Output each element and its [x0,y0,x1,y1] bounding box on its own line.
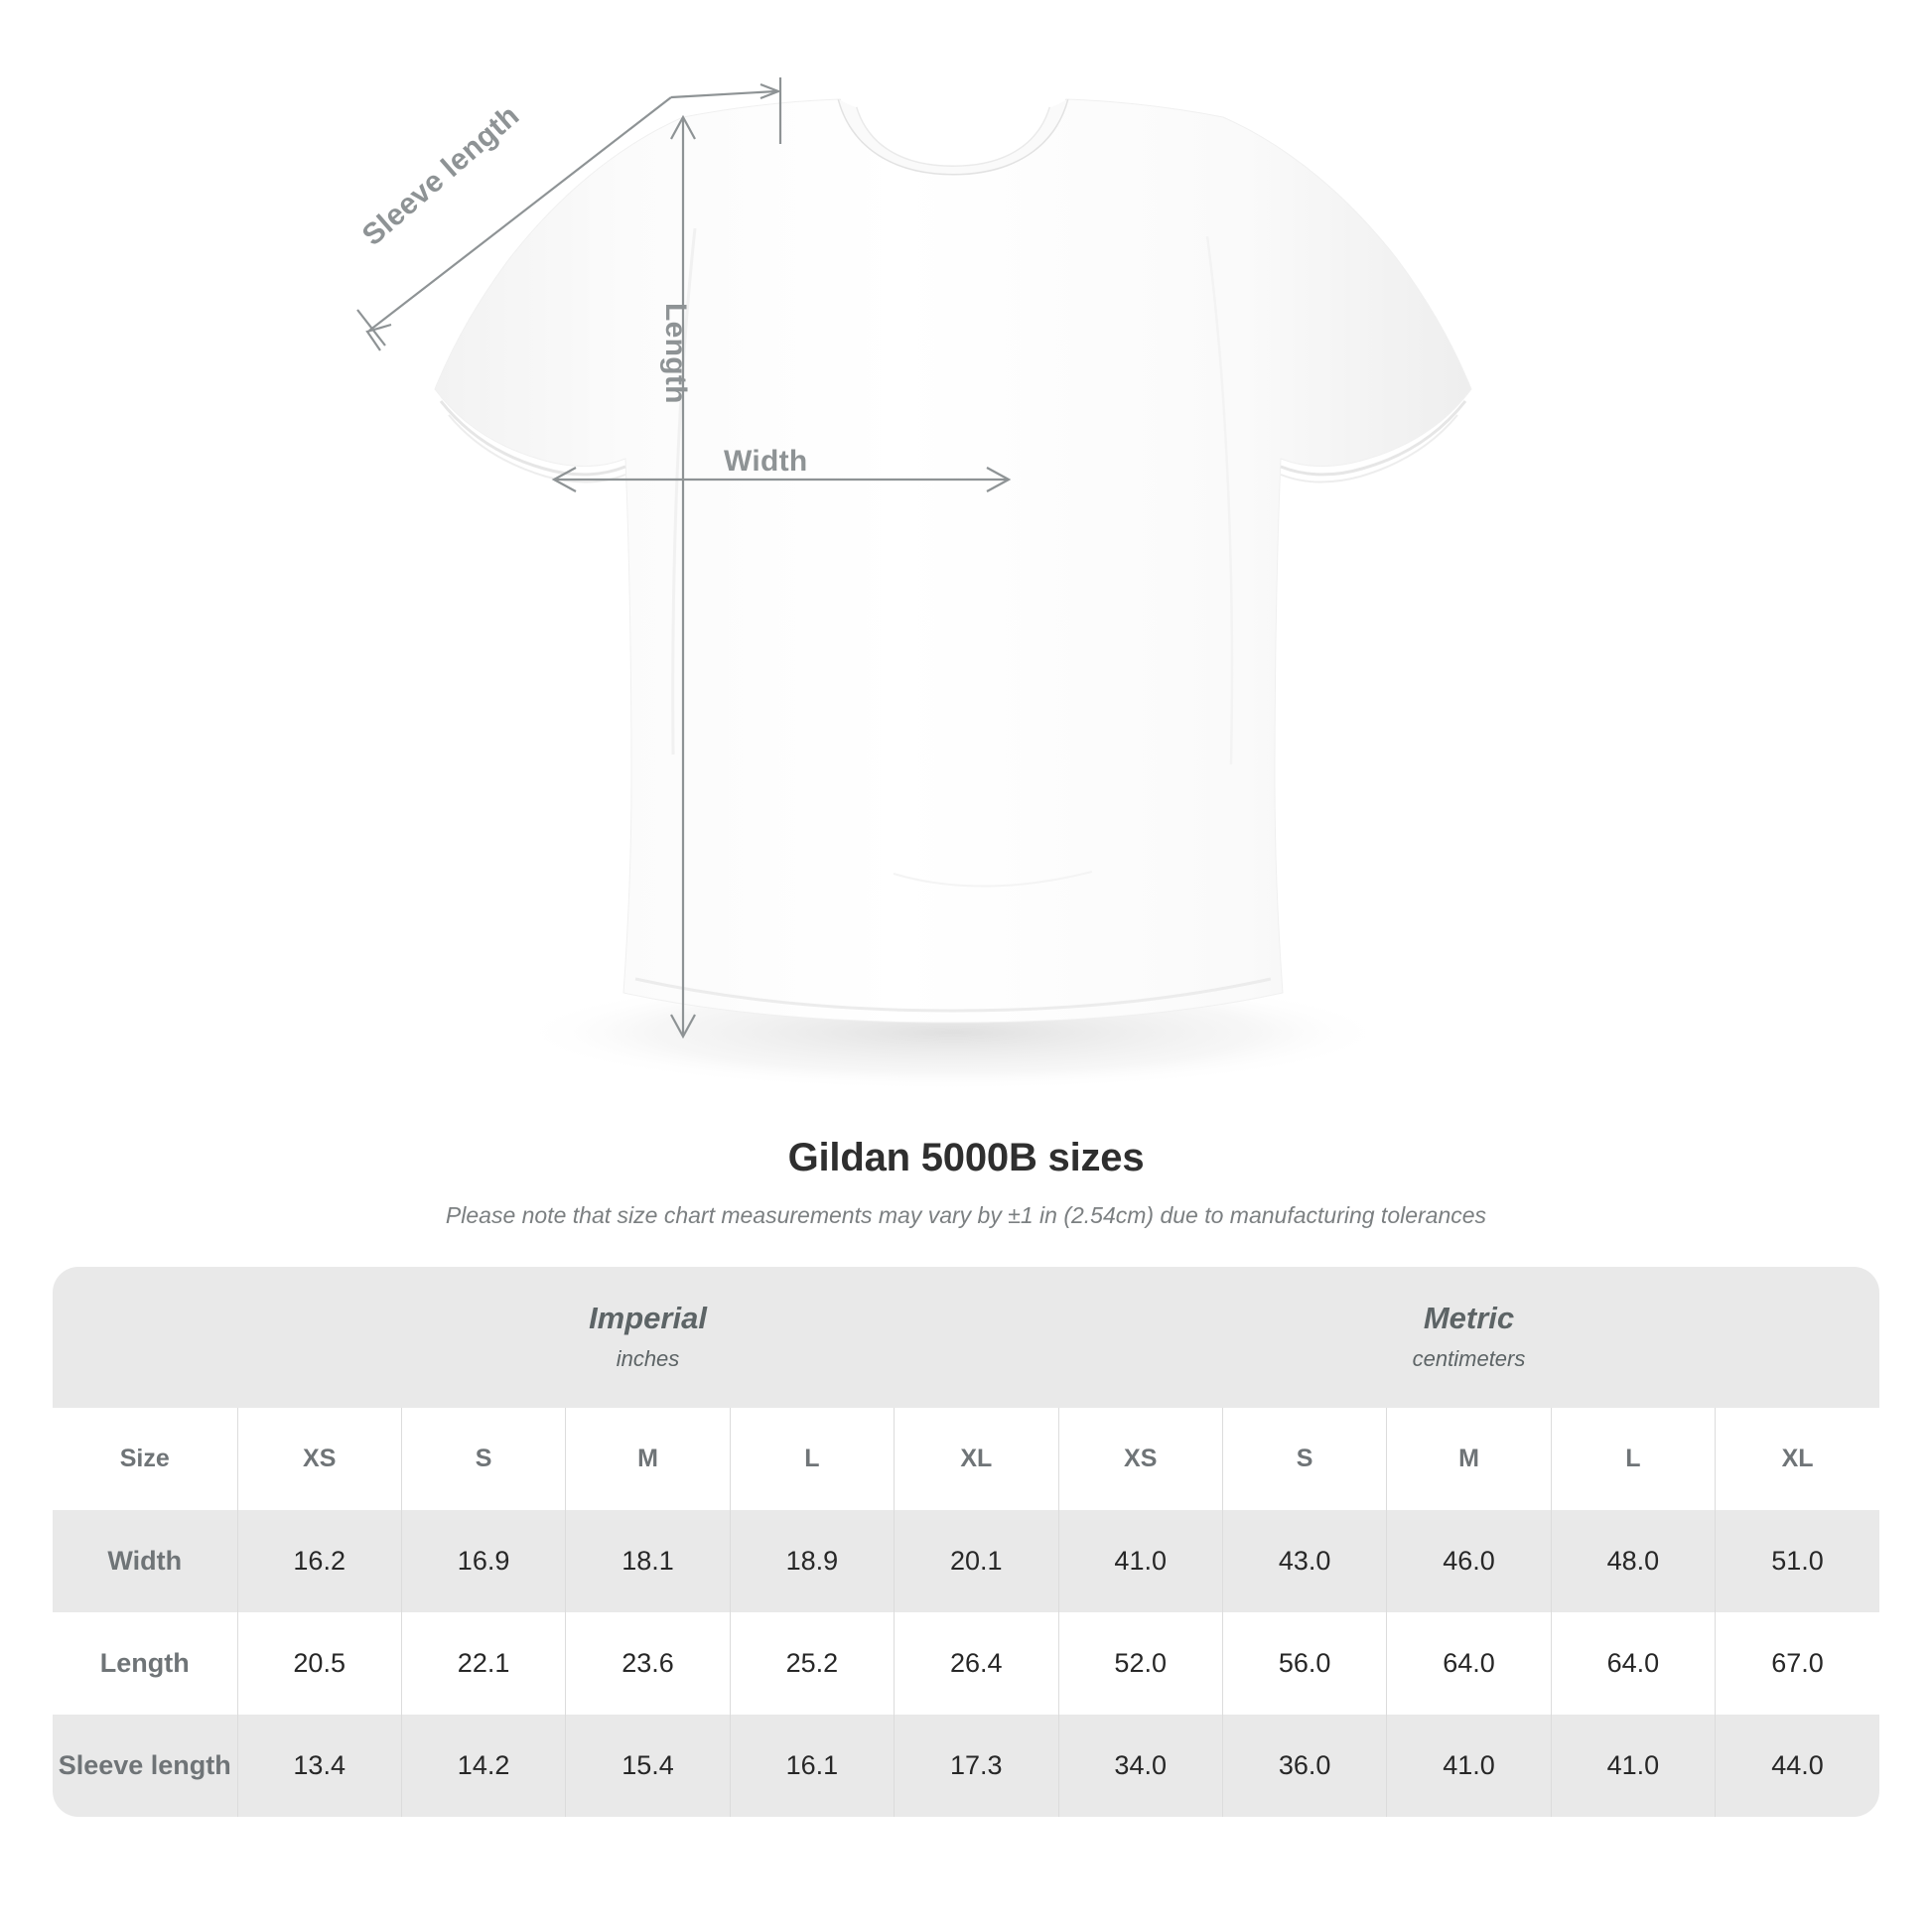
table-row: Width 16.2 16.9 18.1 18.9 20.1 41.0 43.0… [53,1510,1880,1612]
hem-line [634,977,1272,1013]
cell-sleeve-imperial-s: 14.2 [400,1715,566,1817]
unit-header-spacer [53,1267,237,1408]
cell-length-imperial-l: 25.2 [729,1612,895,1715]
row-label-width: Width [53,1510,237,1612]
cell-sleeve-metric-l: 41.0 [1550,1715,1716,1817]
cell-length-metric-m: 64.0 [1386,1612,1552,1715]
table-row: Sleeve length 13.4 14.2 15.4 16.1 17.3 3… [53,1715,1880,1817]
header-cell-imperial-m: M [565,1408,731,1510]
length-arrow-top [670,114,696,140]
header-cell-metric-l: L [1550,1408,1716,1510]
sleeve-end-tick [356,309,386,346]
cell-width-imperial-xs: 16.2 [236,1510,402,1612]
cell-width-imperial-m: 18.1 [565,1510,731,1612]
cell-sleeve-metric-xs: 34.0 [1057,1715,1223,1817]
cell-length-imperial-xs: 20.5 [236,1612,402,1715]
shirt-body [434,98,1472,1024]
width-arrow-right [986,467,1012,492]
cell-length-imperial-m: 23.6 [565,1612,731,1715]
length-arrow-bottom [670,1014,696,1039]
cell-length-metric-s: 56.0 [1221,1612,1387,1715]
header-cell-metric-s: S [1221,1408,1387,1510]
sleeve-dim-line [368,96,672,332]
cell-width-imperial-xl: 20.1 [894,1510,1059,1612]
tshirt-illustration [356,77,1472,1090]
collar-rib [839,99,1067,174]
row-label-sleeve-length: Sleeve length [53,1715,237,1817]
header-cell-metric-m: M [1386,1408,1552,1510]
header-cell-imperial-xs: XS [236,1408,402,1510]
cell-sleeve-metric-xl: 44.0 [1715,1715,1880,1817]
unit-system-imperial-label: Imperial [589,1300,707,1335]
cell-width-imperial-l: 18.9 [729,1510,895,1612]
unit-name-centimeters: centimeters [1412,1346,1526,1372]
cell-length-imperial-xl: 26.4 [894,1612,1059,1715]
fabric-fold-2 [1205,235,1234,765]
unit-system-row: Imperial inches Metric centimeters [53,1267,1880,1408]
unit-header-imperial: Imperial inches [237,1267,1059,1408]
cell-length-metric-l: 64.0 [1550,1612,1716,1715]
width-dimension-label: Width [724,445,808,478]
fabric-fold-3 [893,871,1093,888]
sleeve-arrow-bottom [365,323,392,351]
table-row: Length 20.5 22.1 23.6 25.2 26.4 52.0 56.… [53,1612,1880,1715]
dimension-lines [356,77,1012,1039]
cell-sleeve-imperial-l: 16.1 [729,1715,895,1817]
title-block: Gildan 5000B sizes Please note that size… [0,1132,1932,1229]
right-sleeve-hem [1280,400,1467,477]
width-arrow-left [551,467,577,492]
cell-width-metric-xs: 41.0 [1057,1510,1223,1612]
cell-length-metric-xs: 52.0 [1057,1612,1223,1715]
size-header-row: Size XS S M L XL XS S M L XL [53,1408,1880,1510]
unit-name-inches: inches [616,1346,680,1372]
cell-length-imperial-s: 22.1 [400,1612,566,1715]
header-cell-imperial-l: L [729,1408,895,1510]
row-label-length: Length [53,1612,237,1715]
header-cell-size: Size [53,1408,237,1510]
page-title: Gildan 5000B sizes [787,1136,1145,1179]
cell-sleeve-imperial-xl: 17.3 [894,1715,1059,1817]
right-sleeve-hem-2 [1280,414,1458,483]
size-chart-table: Imperial inches Metric centimeters Size … [53,1267,1880,1817]
sleeve-leader-top [670,89,777,99]
header-cell-metric-xl: XL [1715,1408,1880,1510]
cell-length-metric-xl: 67.0 [1715,1612,1880,1715]
unit-system-metric-label: Metric [1423,1300,1515,1335]
cell-width-metric-xl: 51.0 [1715,1510,1880,1612]
tolerance-note: Please note that size chart measurements… [445,1202,1487,1228]
fabric-fold-1 [671,227,697,756]
cell-width-metric-m: 46.0 [1386,1510,1552,1612]
left-sleeve-hem [439,400,626,477]
cell-width-metric-s: 43.0 [1221,1510,1387,1612]
header-cell-imperial-xl: XL [894,1408,1059,1510]
sleeve-arrow-top [759,82,782,100]
length-dimension-label: Length [659,303,692,404]
unit-header-metric: Metric centimeters [1058,1267,1880,1408]
cell-sleeve-imperial-xs: 13.4 [236,1715,402,1817]
cell-sleeve-imperial-m: 15.4 [565,1715,731,1817]
cell-sleeve-metric-s: 36.0 [1221,1715,1387,1817]
cell-sleeve-metric-m: 41.0 [1386,1715,1552,1817]
header-cell-metric-xs: XS [1057,1408,1223,1510]
size-chart-table-wrapper: Imperial inches Metric centimeters Size … [53,1267,1880,1817]
tshirt-diagram: Sleeve length Length Width [355,77,1472,1090]
cell-width-imperial-s: 16.9 [400,1510,566,1612]
header-cell-imperial-s: S [400,1408,566,1510]
cell-width-metric-l: 48.0 [1550,1510,1716,1612]
